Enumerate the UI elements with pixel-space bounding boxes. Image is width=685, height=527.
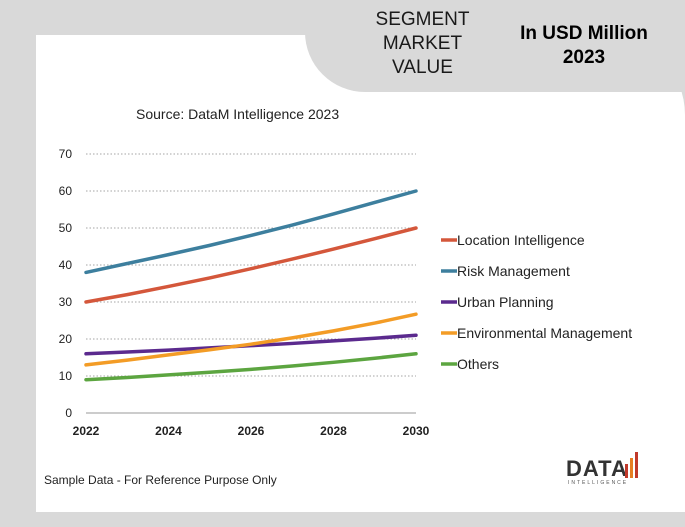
x-tick-label: 2028 — [320, 424, 347, 438]
chart-card — [36, 35, 685, 512]
series-line-location-intelligence — [84, 226, 418, 304]
x-tick-label: 2026 — [238, 424, 265, 438]
y-tick-label: 60 — [59, 184, 73, 198]
legend-label: Urban Planning — [457, 294, 554, 310]
legend-label: Environmental Management — [457, 325, 632, 341]
series-line-risk-management — [84, 189, 418, 275]
logo-subtext: INTELLIGENCE — [568, 480, 629, 486]
legend-label: Risk Management — [457, 263, 570, 279]
footer-note: Sample Data - For Reference Purpose Only — [44, 473, 277, 487]
legend-label: Others — [457, 356, 499, 372]
chart-title: Source: DataM Intelligence 2023 — [136, 106, 340, 122]
y-tick-label: 20 — [59, 332, 73, 346]
x-tick-label: 2030 — [403, 424, 430, 438]
x-axis-ticks: 2022 2024 2026 2028 2030 — [73, 424, 430, 438]
y-tick-label: 30 — [59, 295, 73, 309]
logo-text: DATA — [566, 456, 628, 481]
y-tick-label: 0 — [65, 406, 72, 420]
legend: Location Intelligence Risk Management Urba… — [441, 232, 632, 372]
y-axis-ticks: 0 10 20 30 40 50 60 70 — [59, 147, 73, 420]
legend-label: Location Intelligence — [457, 232, 585, 248]
y-tick-label: 50 — [59, 221, 73, 235]
logo-bars-icon — [625, 452, 638, 478]
x-tick-label: 2024 — [155, 424, 182, 438]
segment-market-value-title: SEGMENT MARKET VALUE — [375, 9, 470, 78]
y-tick-label: 40 — [59, 258, 73, 272]
gridlines — [86, 153, 416, 377]
y-tick-label: 10 — [59, 369, 73, 383]
series-line-environmental-management — [84, 312, 418, 367]
datam-logo: DATA INTELLIGENCE — [566, 450, 646, 490]
series-lines — [84, 189, 418, 382]
header-tab — [305, 0, 685, 92]
x-tick-label: 2022 — [73, 424, 100, 438]
series-line-others — [84, 352, 418, 382]
y-tick-label: 70 — [59, 147, 73, 161]
unit-label: In USD Million 2023 — [520, 23, 648, 68]
